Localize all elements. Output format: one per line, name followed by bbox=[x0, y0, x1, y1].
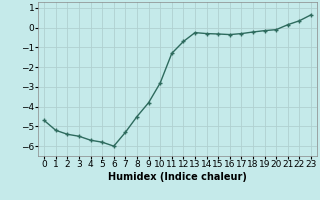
X-axis label: Humidex (Indice chaleur): Humidex (Indice chaleur) bbox=[108, 172, 247, 182]
